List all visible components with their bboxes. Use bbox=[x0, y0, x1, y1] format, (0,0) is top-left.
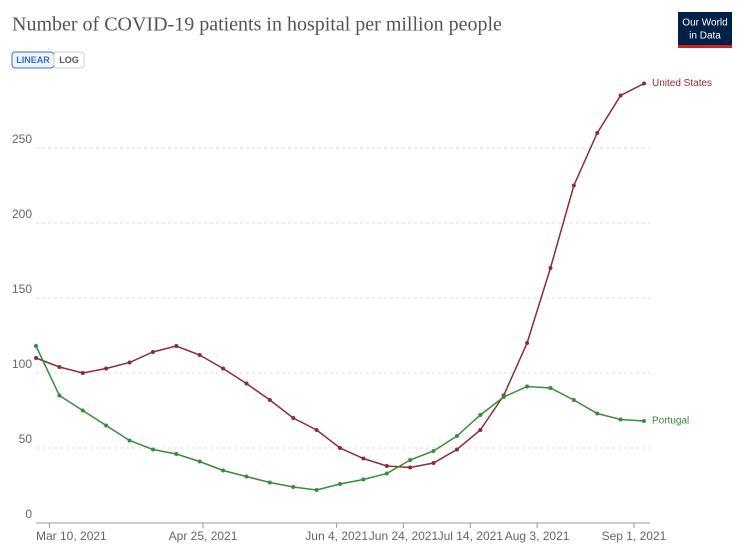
series-point bbox=[642, 419, 646, 423]
series-point bbox=[244, 474, 249, 479]
series-point bbox=[244, 381, 249, 386]
series-point bbox=[80, 371, 85, 375]
series-point bbox=[57, 365, 62, 369]
x-tick-label: Mar 10, 2021 bbox=[36, 529, 107, 543]
logo-stripe bbox=[678, 45, 732, 48]
series-point bbox=[291, 416, 296, 420]
series-point bbox=[525, 384, 530, 389]
series-point bbox=[525, 341, 530, 345]
series-point bbox=[291, 485, 296, 489]
series-point bbox=[174, 344, 179, 348]
series-point bbox=[618, 93, 623, 98]
series-point bbox=[197, 459, 202, 464]
series-point bbox=[571, 398, 576, 402]
y-tick-label: 200 bbox=[12, 207, 32, 221]
series-point bbox=[57, 393, 62, 398]
series-point bbox=[478, 413, 483, 417]
y-tick-label: 0 bbox=[25, 507, 32, 521]
x-tick-label: Sep 1, 2021 bbox=[602, 529, 667, 543]
series-point bbox=[314, 488, 319, 492]
series-point bbox=[361, 477, 366, 482]
logo-text: in Data bbox=[689, 31, 721, 42]
series-point bbox=[548, 386, 553, 390]
series-point bbox=[314, 428, 319, 432]
series-point bbox=[595, 131, 600, 135]
logo-text: Our World bbox=[682, 18, 727, 29]
series-point bbox=[104, 423, 109, 428]
series-point bbox=[104, 366, 109, 371]
series-point bbox=[384, 464, 389, 468]
series-point bbox=[80, 408, 85, 413]
x-tick-label: Aug 3, 2021 bbox=[505, 529, 570, 543]
series-point bbox=[384, 471, 389, 476]
series-point bbox=[431, 461, 436, 465]
series-point bbox=[454, 447, 459, 452]
series-point bbox=[618, 417, 623, 422]
x-tick-label: Jun 4, 2021 bbox=[305, 529, 368, 543]
series-point bbox=[571, 183, 576, 188]
series-point bbox=[127, 360, 132, 365]
log-button[interactable] bbox=[53, 51, 85, 69]
y-tick-label: 150 bbox=[12, 282, 32, 296]
series-point bbox=[548, 266, 553, 270]
series-point bbox=[221, 366, 226, 371]
logo bbox=[678, 12, 732, 48]
series-point bbox=[501, 395, 506, 399]
linear-label[interactable]: LINEAR bbox=[16, 55, 50, 65]
series-point bbox=[221, 468, 226, 473]
x-tick-label: Jun 24, 2021 bbox=[369, 529, 439, 543]
x-tick-label: Jul 14, 2021 bbox=[438, 529, 504, 543]
y-tick-label: 50 bbox=[19, 432, 33, 446]
x-tick-label: Apr 25, 2021 bbox=[169, 529, 238, 543]
series-point bbox=[595, 411, 600, 416]
series-label: United States bbox=[652, 78, 712, 89]
series-point bbox=[34, 344, 38, 348]
series-point bbox=[642, 81, 646, 86]
series-point bbox=[361, 456, 366, 461]
series-label: Portugal bbox=[652, 416, 689, 427]
series-point bbox=[174, 452, 179, 456]
series-point bbox=[454, 434, 459, 438]
series-point bbox=[338, 482, 342, 486]
series-point bbox=[408, 465, 413, 470]
log-label[interactable]: LOG bbox=[59, 55, 79, 65]
y-tick-label: 100 bbox=[12, 357, 32, 371]
series-point bbox=[338, 446, 342, 450]
series-point bbox=[150, 447, 155, 452]
series-point bbox=[431, 449, 436, 453]
series-point bbox=[197, 353, 202, 357]
series-point bbox=[267, 398, 272, 402]
series-line bbox=[35, 345, 645, 491]
series-line bbox=[35, 82, 645, 469]
y-tick-label: 250 bbox=[12, 132, 32, 146]
chart-title: Number of COVID-19 patients in hospital … bbox=[12, 14, 502, 36]
series-point bbox=[34, 356, 38, 360]
series-point bbox=[267, 480, 272, 485]
series-point bbox=[478, 428, 483, 432]
series-point bbox=[127, 438, 132, 443]
series-point bbox=[408, 458, 413, 462]
series-point bbox=[150, 350, 155, 354]
